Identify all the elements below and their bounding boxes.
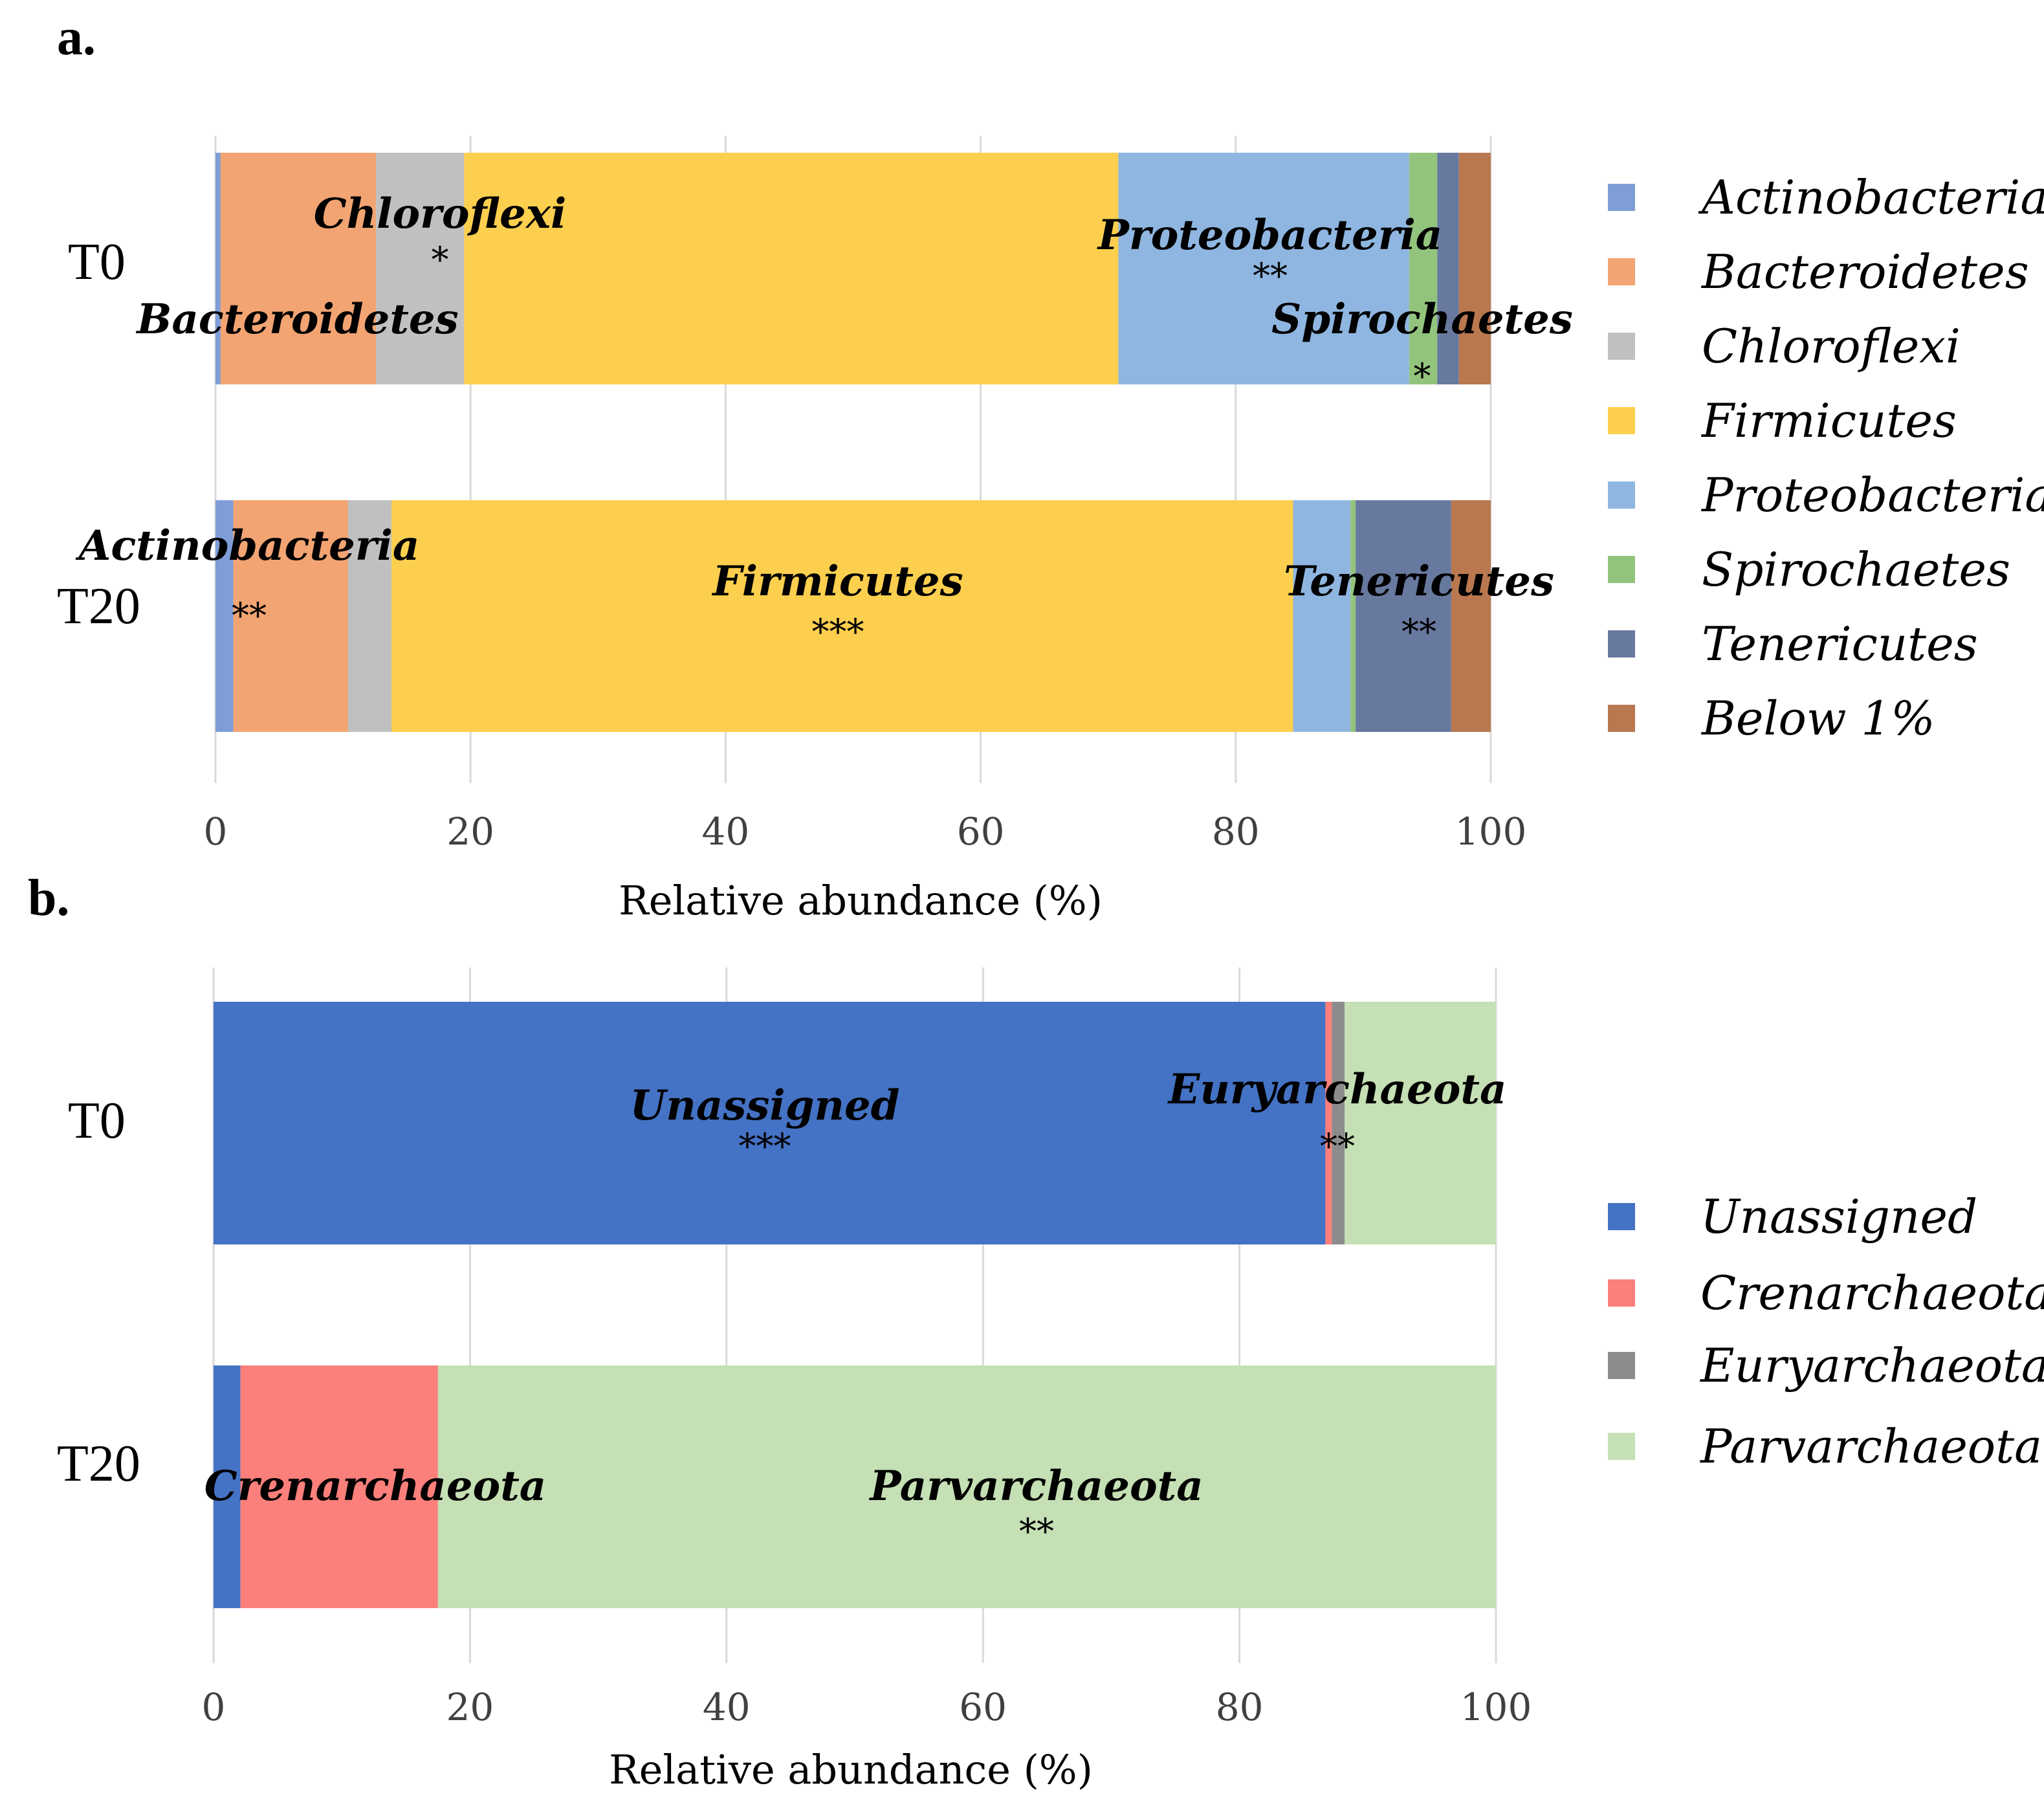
panel-a-bar-t20-proteobacteria: [1293, 500, 1351, 732]
panel-b-legend-label-unassigned: Unassigned: [1700, 1189, 1977, 1244]
panel-a-bar-t0-proteobacteria: [1118, 153, 1409, 384]
panel-a-annotation-t0-proteobacteria: Proteobacteria: [1097, 211, 1442, 260]
panel-a-significance-t20-tenericutes: **: [1401, 612, 1436, 652]
panel-a-bar-t20-chloroflexi: [347, 500, 391, 732]
panel-b-significance-t0-euryarchaeota: **: [1320, 1126, 1355, 1167]
panel-b-legend-label-parvarchaeota: Parvarchaeota: [1699, 1419, 2042, 1474]
panel-a-legend-swatch-firmicutes: [1608, 407, 1635, 434]
panel-a-annotation-t0-spirochaetes: Spirochaetes: [1271, 295, 1573, 344]
panel-a-legend-swatch-below-1: [1608, 705, 1635, 732]
panel-b-bar-t20-parvarchaeota: [437, 1365, 1496, 1608]
panel-a-x-tick-label: 60: [957, 810, 1005, 854]
panel-a-bar-t0-firmicutes: [464, 153, 1119, 384]
panel-a-bar-t0-actinobacteria: [215, 153, 221, 384]
panel-a-category-t0: T0: [68, 234, 126, 291]
panel-a-legend-swatch-proteobacteria: [1608, 481, 1635, 509]
panel-a-bar-t0-below-1: [1458, 153, 1491, 384]
panel-a-annotation-t20-actinobacteria: Actinobacteria: [76, 522, 420, 570]
panel-a-annotation-t0-bacteroidetes: Bacteroidetes: [135, 295, 458, 344]
panel-a-legend-swatch-spirochaetes: [1608, 556, 1635, 583]
panel-a-bar-t20-spirochaetes: [1350, 500, 1356, 732]
panel-a-legend-label-firmicutes: Firmicutes: [1700, 393, 1957, 448]
panel-b-x-tick-label: 40: [703, 1685, 751, 1729]
panel-b-x-tick-label: 80: [1216, 1685, 1264, 1729]
panel-a-annotation-t20-firmicutes: Firmicutes: [711, 557, 963, 606]
panel-a-x-axis-title: Relative abundance (%): [619, 877, 1103, 924]
panel-b-x-tick-label: 20: [446, 1685, 494, 1729]
panel-a-legend-swatch-bacteroidetes: [1608, 258, 1635, 285]
panel-a-x-tick-label: 0: [204, 810, 228, 854]
panel-a-bar-t0-chloroflexi: [376, 153, 465, 384]
panel-a-chart: 0 20 40 60 80 100Chloroflexi*BacteroidetesPro…: [76, 136, 2044, 854]
panel-a-legend-swatch-actinobacteria: [1608, 184, 1635, 211]
panel-a-category-t20: T20: [57, 578, 140, 635]
panel-b-legend-label-euryarchaeota: Euryarchaeota: [1699, 1338, 2044, 1393]
panel-b-x-tick-label: 60: [959, 1685, 1007, 1729]
panel-b-category-t20: T20: [57, 1435, 140, 1492]
panel-a-bar-t0-bacteroidetes: [220, 153, 377, 384]
panel-a-legend-label-actinobacteria: Actinobacteria: [1698, 170, 2044, 225]
panel-b-significance-t20-parvarchaeota: **: [1019, 1511, 1054, 1552]
panel-b-bar-t20-unassigned: [214, 1365, 241, 1608]
panel-a-significance-t0-chloroflexi: *: [432, 239, 449, 280]
panel-b-legend-swatch-euryarchaeota: [1608, 1352, 1635, 1379]
panel-b-x-tick-label: 0: [202, 1685, 226, 1729]
panel-b-significance-t0-unassigned: ***: [739, 1126, 791, 1167]
panel-a-significance-t20-actinobacteria: **: [232, 595, 267, 636]
panel-a-bar-t0-spirochaetes: [1409, 153, 1438, 384]
panel-a-legend-label-bacteroidetes: Bacteroidetes: [1700, 245, 2029, 299]
panel-b-annotation-t0-euryarchaeota: Euryarchaeota: [1167, 1065, 1507, 1114]
panel-a-legend-swatch-chloroflexi: [1608, 333, 1635, 360]
panel-b-bar-t0-parvarchaeota: [1345, 1002, 1496, 1244]
panel-a-bar-t20-actinobacteria: [215, 500, 234, 732]
panel-a-x-tick-label: 20: [446, 810, 494, 854]
panel-a-x-tick-label: 80: [1212, 810, 1260, 854]
panel-b-x-tick-label: 100: [1460, 1685, 1532, 1729]
panel-a-bar-t20-bacteroidetes: [233, 500, 348, 732]
panel-a-annotation-t0-chloroflexi: Chloroflexi: [314, 190, 567, 238]
panel-b-legend-swatch-crenarchaeota: [1608, 1279, 1635, 1307]
panel-a-legend-label-below-1: Below 1%: [1700, 691, 1935, 746]
panel-a-x-tick-label: 100: [1455, 810, 1527, 854]
panel-a-x-tick-label: 40: [701, 810, 749, 854]
panel-a-significance-t0-spirochaetes: *: [1414, 356, 1431, 397]
panel-b-annotation-t20-crenarchaeota: Crenarchaeota: [204, 1462, 547, 1510]
panel-a-bar-t20-firmicutes: [391, 500, 1293, 732]
panel-a-bar-t20-tenericutes: [1356, 500, 1451, 732]
panel-b-chart: 0 20 40 60 80 100Unassigned***Euryarchaeota**…: [202, 967, 2044, 1729]
panel-a-significance-t0-proteobacteria: **: [1253, 256, 1288, 296]
panel-b-bar-t20-crenarchaeota: [240, 1365, 438, 1608]
panel-a-annotation-t20-tenericutes: Tenericutes: [1284, 557, 1554, 606]
panel-a-label: a.: [57, 9, 96, 66]
panel-a-legend-label-chloroflexi: Chloroflexi: [1702, 319, 1961, 373]
panel-b-legend-label-crenarchaeota: Crenarchaeota: [1700, 1266, 2044, 1320]
panel-a-legend-label-tenericutes: Tenericutes: [1702, 617, 1978, 671]
panel-a-bar-t20-below-1: [1451, 500, 1491, 732]
panel-b-bar-t0-unassigned: [214, 1002, 1326, 1244]
panel-b-legend-swatch-parvarchaeota: [1608, 1433, 1635, 1460]
panel-b-label: b.: [28, 870, 70, 927]
panel-b-bar-t0-crenarchaeota: [1325, 1002, 1332, 1244]
panel-b-category-t0: T0: [68, 1092, 126, 1149]
panel-a-bar-t0-tenericutes: [1437, 153, 1459, 384]
panel-b-legend-swatch-unassigned: [1608, 1203, 1635, 1230]
panel-b-bar-t0-euryarchaeota: [1332, 1002, 1345, 1244]
panel-a-legend-swatch-tenericutes: [1608, 630, 1635, 657]
panel-a-legend-label-proteobacteria: Proteobacteria: [1700, 468, 2044, 522]
panel-a-legend-label-spirochaetes: Spirochaetes: [1702, 542, 2010, 597]
panel-a-significance-t20-firmicutes: ***: [812, 612, 864, 652]
panel-b-annotation-t20-parvarchaeota: Parvarchaeota: [868, 1462, 1203, 1510]
panel-b-annotation-t0-unassigned: Unassigned: [630, 1081, 900, 1130]
panel-b-x-axis-title: Relative abundance (%): [609, 1746, 1093, 1793]
